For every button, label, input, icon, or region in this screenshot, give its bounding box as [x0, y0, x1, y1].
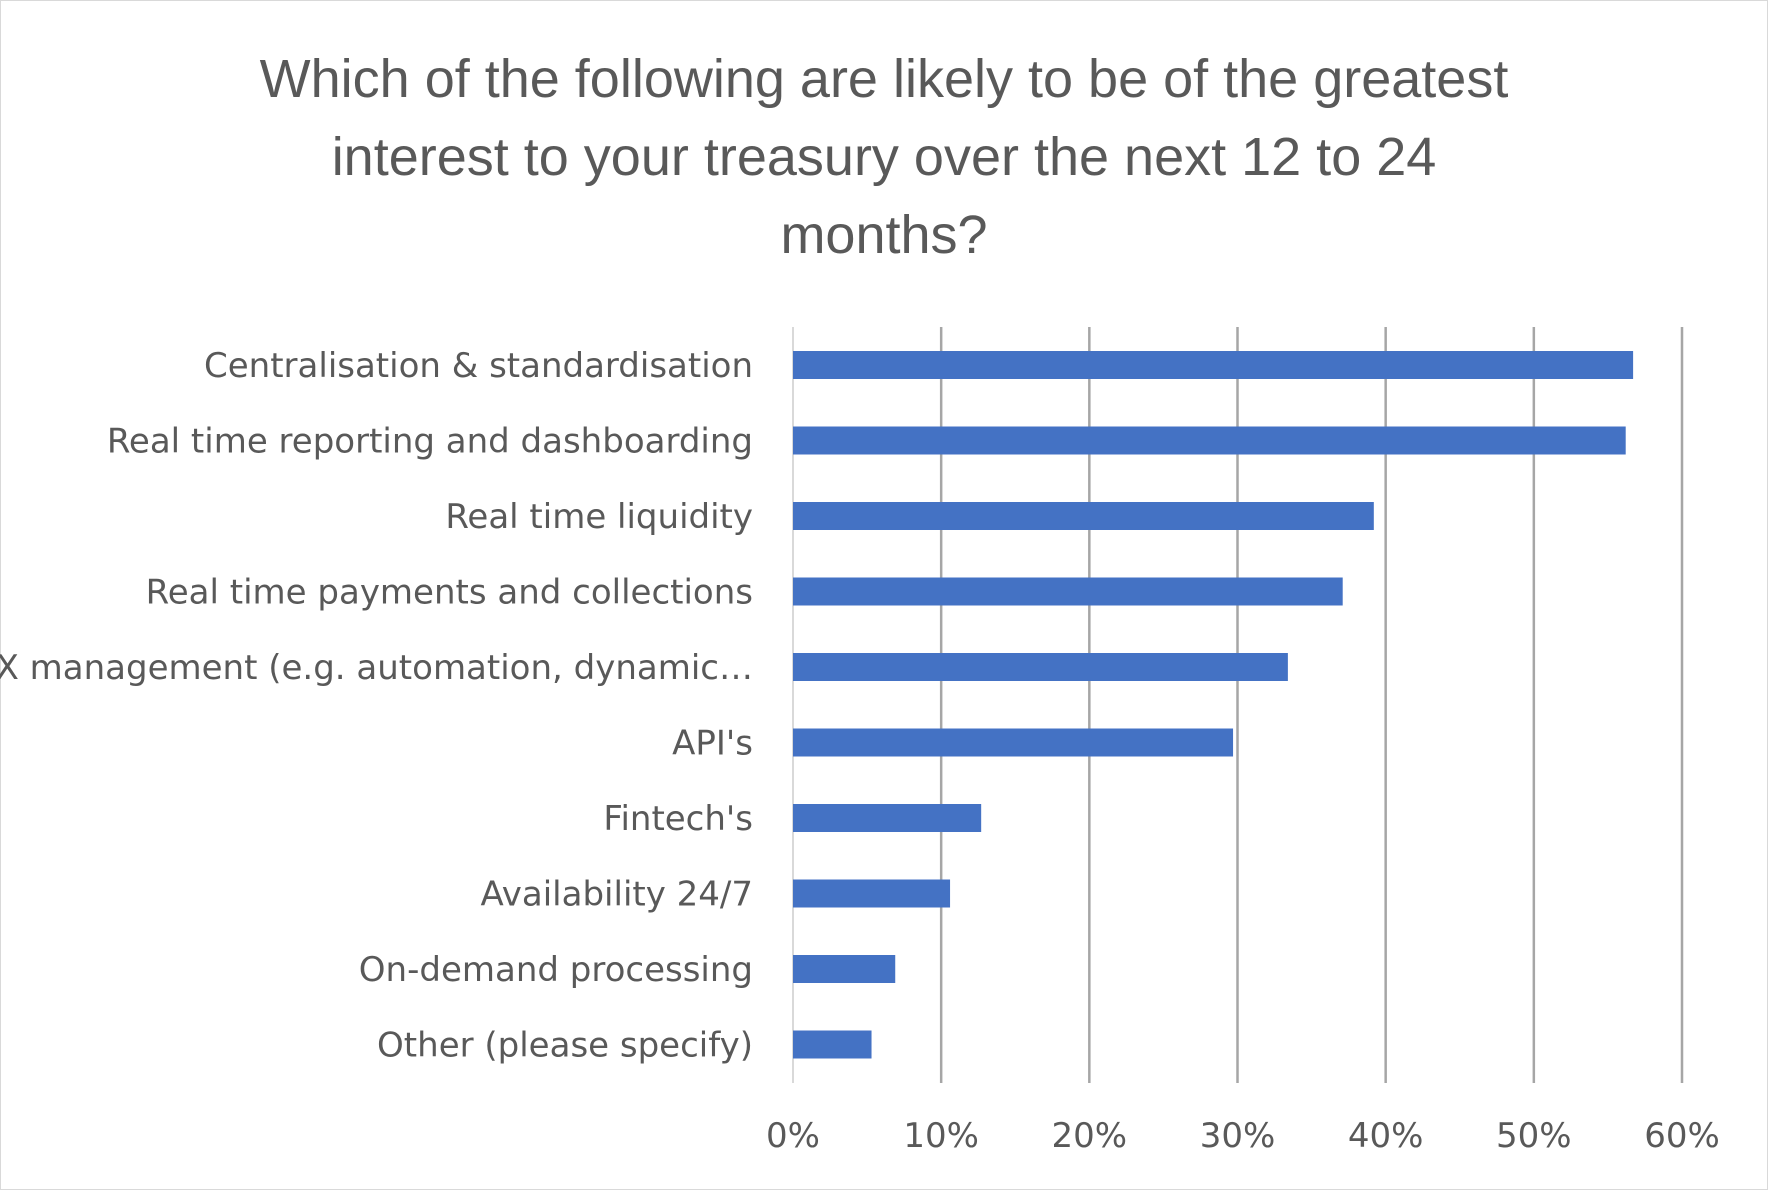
- bar-1: [793, 351, 1634, 379]
- category-label-2: Real time reporting and dashboarding: [107, 422, 753, 462]
- category-label-10: Other (please specify): [377, 1026, 753, 1066]
- category-label-4: Real time payments and collections: [146, 573, 753, 613]
- category-label-7: Fintech's: [603, 799, 753, 839]
- bars: [793, 351, 1634, 1059]
- chart-title: Which of the following are likely to be …: [0, 40, 1768, 274]
- category-label-1: Centralisation & standardisation: [204, 346, 753, 386]
- bar-6: [793, 728, 1234, 757]
- bar-3: [793, 502, 1374, 530]
- category-label-3: Real time liquidity: [445, 497, 753, 537]
- category-label-8: Availability 24/7: [481, 875, 753, 915]
- category-label-9: On-demand processing: [359, 950, 753, 990]
- category-label-6: API's: [672, 724, 753, 764]
- bar-8: [793, 879, 951, 908]
- bar-7: [793, 804, 982, 832]
- bar-2: [793, 426, 1626, 455]
- tick-label-60%: 60%: [1644, 1116, 1720, 1156]
- chart-title-line-2: interest to your treasury over the next …: [331, 127, 1437, 187]
- tick-label-40%: 40%: [1348, 1116, 1424, 1156]
- bar-5: [793, 653, 1288, 681]
- category-label-5: FX management (e.g. automation, dynamic…: [0, 648, 753, 688]
- chart-title-line-1: Which of the following are likely to be …: [259, 49, 1509, 109]
- bar-10: [793, 1030, 872, 1059]
- chart-title-line-3: months?: [780, 205, 988, 265]
- tick-label-30%: 30%: [1200, 1116, 1276, 1156]
- bar-4: [793, 577, 1343, 606]
- tick-label-50%: 50%: [1496, 1116, 1572, 1156]
- tick-label-10%: 10%: [903, 1116, 979, 1156]
- bar-9: [793, 955, 896, 983]
- tick-label-0%: 0%: [766, 1116, 820, 1156]
- tick-labels: 0% 10% 20% 30% 40% 50% 60%: [766, 1116, 1720, 1156]
- category-labels: Centralisation & standardisation Real tim…: [0, 346, 753, 1066]
- tick-label-20%: 20%: [1052, 1116, 1128, 1156]
